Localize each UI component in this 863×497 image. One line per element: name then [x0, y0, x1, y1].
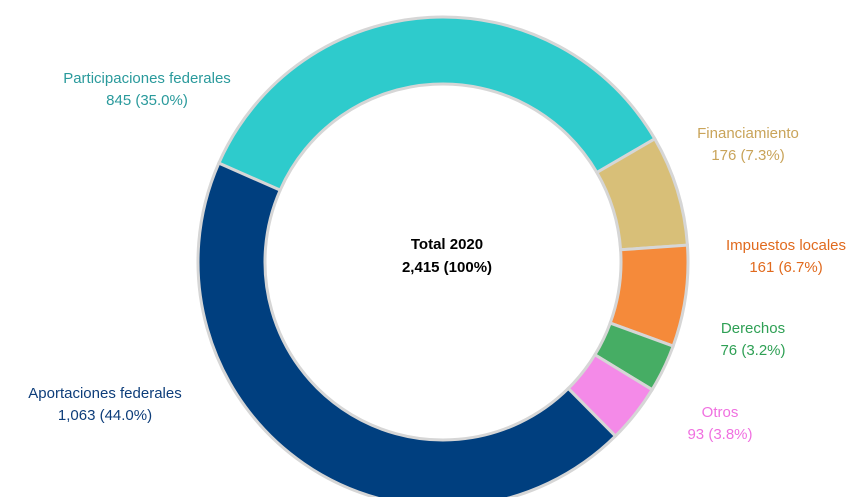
label-name-otros: Otros [702, 404, 739, 421]
label-name-derechos: Derechos [721, 320, 785, 337]
slice-labels: Participaciones federales 845 (35.0%) Fina… [28, 70, 846, 443]
slice-aportaciones-federales [196, 161, 618, 497]
slice-participaciones-federales [216, 15, 657, 193]
label-name-participaciones-federales: Participaciones federales [63, 70, 231, 87]
center-total-value: 2,415 (100%) [402, 259, 492, 276]
label-name-aportaciones-federales: Aportaciones federales [28, 385, 181, 402]
center-total-label: Total 2020 [411, 236, 483, 253]
label-value-otros: 93 (3.8%) [687, 426, 752, 443]
label-name-impuestos-locales: Impuestos locales [726, 237, 846, 254]
label-value-derechos: 76 (3.2%) [720, 342, 785, 359]
label-value-aportaciones-federales: 1,063 (44.0%) [58, 407, 152, 424]
label-value-financiamiento: 176 (7.3%) [711, 147, 784, 164]
label-value-impuestos-locales: 161 (6.7%) [749, 259, 822, 276]
donut-slices [196, 15, 690, 497]
label-name-financiamiento: Financiamiento [697, 125, 799, 142]
label-value-participaciones-federales: 845 (35.0%) [106, 92, 188, 109]
